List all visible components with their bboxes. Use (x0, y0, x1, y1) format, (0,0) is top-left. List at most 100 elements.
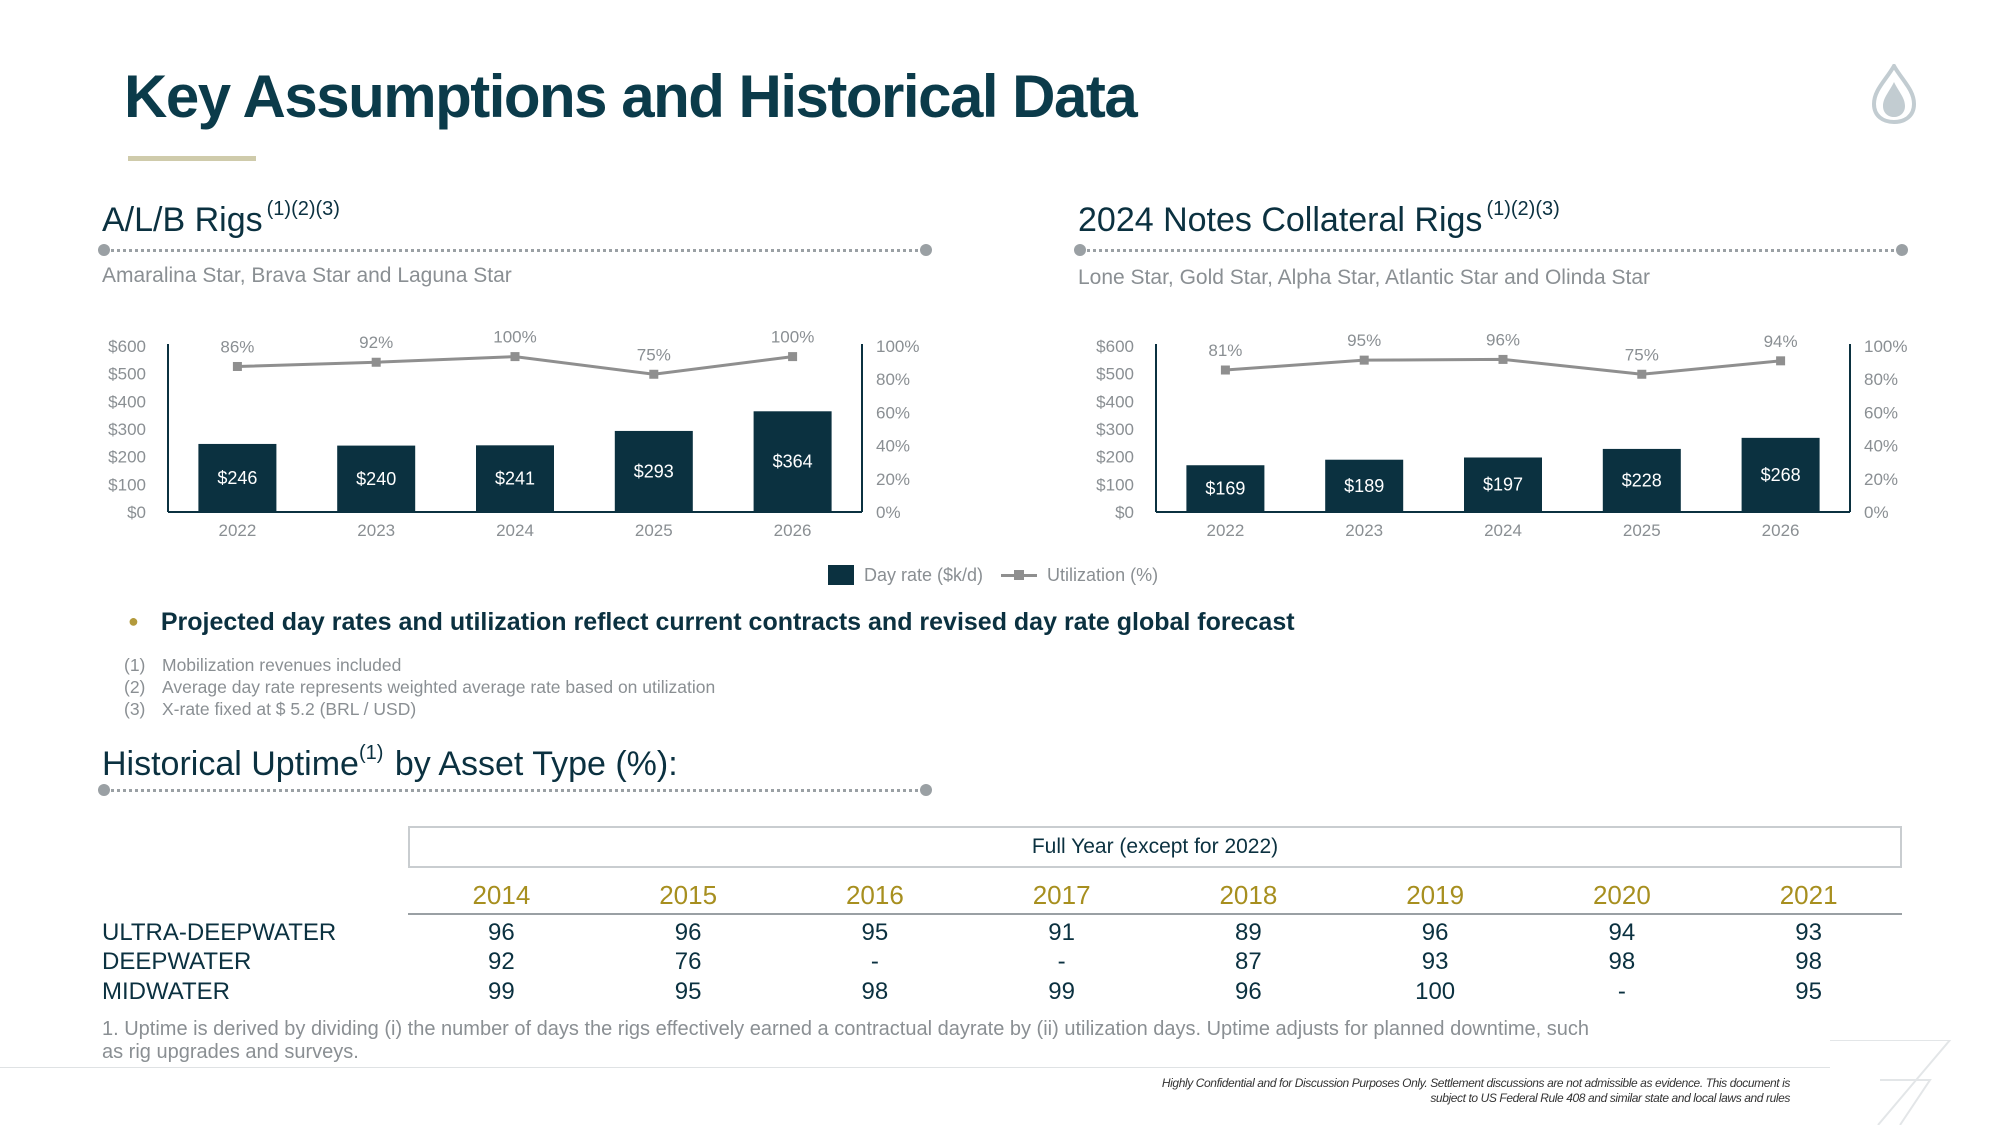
utilization-point (1359, 355, 1369, 365)
right-axis-tick-label: 20% (876, 470, 910, 489)
alb-rigs-chart: $0 $100 $200 $300 $400 $500 $600 0% 20% 40% 60% 80%… (0, 0, 1000, 560)
x-axis-tick-label: 2023 (357, 521, 395, 540)
uptime-cell: 100 (1415, 978, 1456, 1005)
bar (1741, 437, 1820, 512)
utilization-point (1776, 356, 1786, 366)
bar-value-label: $189 (1344, 476, 1384, 496)
uptime-cell: 76 (674, 948, 702, 975)
bar-value-label: $228 (1622, 470, 1662, 490)
utilization-value-label: 100% (771, 328, 814, 347)
uptime-cell: 99 (1048, 978, 1075, 1005)
bar (1186, 465, 1265, 512)
left-section-rule (98, 244, 932, 256)
uptime-header-corner (102, 878, 408, 914)
bar-value-label: $169 (1205, 479, 1245, 499)
right-axis-tick-label: 0% (1864, 503, 1889, 522)
row-label: DEEPWATER (102, 948, 252, 975)
left-axis-tick-label: $100 (1096, 475, 1134, 494)
page-title: Key Assumptions and Historical Data (124, 63, 1138, 130)
x-axis-tick-label: 2025 (1623, 521, 1661, 540)
uptime-table-header-box: Full Year (except for 2022) (408, 826, 1902, 868)
left-axis-tick-label: $100 (108, 475, 146, 494)
bar (1325, 459, 1404, 512)
uptime-cell: 92 (488, 948, 515, 975)
bar (198, 443, 277, 512)
uptime-cell: 96 (488, 919, 515, 946)
left-axis-tick-label: $200 (1096, 448, 1134, 467)
right-axis-tick-label: 40% (876, 437, 910, 456)
uptime-cell: - (1617, 978, 1626, 1005)
bar-value-label: $240 (356, 469, 396, 489)
x-axis-tick-label: 2024 (1484, 521, 1522, 540)
utilization-value-label: 100% (493, 328, 536, 347)
uptime-table: 2014 2015 2016 2017 2018 2019 2020 2021 … (102, 878, 1902, 1007)
table-row: ULTRA-DEEPWATER 96 96 95 91 89 96 94 93 (102, 914, 1902, 947)
utilization-value-label: 96% (1486, 330, 1520, 349)
uptime-section-rule (98, 784, 932, 796)
flame-drop-icon (1872, 64, 1916, 124)
right-axis-tick-label: 80% (876, 370, 910, 389)
x-axis-tick-label: 2022 (218, 521, 256, 540)
alb-rigs-title: A/L/B Rigs (1)(2)(3) (102, 198, 340, 239)
left-axis-tick-label: $400 (108, 392, 146, 411)
bar (753, 411, 832, 512)
left-axis-tick-label: $300 (108, 420, 146, 439)
utilization-value-label: 81% (1208, 341, 1242, 360)
bar (476, 445, 554, 512)
utilization-value-label: 95% (1347, 331, 1381, 350)
uptime-cell: 94 (1608, 919, 1636, 946)
utilization-value-label: 94% (1764, 332, 1798, 351)
right-axis-tick-label: 60% (1864, 403, 1898, 422)
uptime-cell: 96 (1235, 978, 1262, 1005)
left-axis-tick-label: $300 (1096, 420, 1134, 439)
right-axis-tick-label: 80% (1864, 370, 1898, 389)
uptime-cell: 95 (861, 919, 889, 946)
utilization-point (232, 361, 242, 371)
key-bullet: ● Projected day rates and utilization ref… (128, 608, 1295, 636)
corner-decoration-icon (1830, 1040, 1952, 1125)
note-item: (3) X-rate fixed at $ 5.2 (BRL / USD) (124, 699, 417, 719)
utilization-value-label: 75% (637, 345, 671, 364)
x-axis-tick-label: 2022 (1206, 521, 1244, 540)
x-axis-tick-label: 2023 (1345, 521, 1383, 540)
utilization-value-label: 86% (220, 337, 254, 356)
left-axis-tick-label: $600 (1096, 337, 1134, 356)
bar (1464, 457, 1542, 512)
utilization-point (1637, 369, 1647, 379)
left-axis-tick-label: $0 (1115, 503, 1134, 522)
right-axis-tick-label: 100% (1864, 337, 1907, 356)
bar-value-label: $293 (634, 461, 674, 481)
bar-value-label: $246 (217, 468, 257, 488)
bar-value-label: $268 (1761, 465, 1801, 485)
uptime-cell: 98 (1608, 948, 1636, 975)
utilization-value-label: 75% (1625, 345, 1659, 364)
uptime-year-header: 2021 (1715, 878, 1902, 915)
note-item: (1) Mobilization revenues included (124, 655, 402, 675)
utilization-point (788, 352, 798, 362)
uptime-cell: 99 (488, 978, 515, 1005)
uptime-cell: - (1057, 948, 1066, 975)
uptime-cell: 93 (1421, 948, 1449, 975)
row-label: MIDWATER (102, 978, 230, 1005)
left-axis-tick-label: $0 (127, 503, 146, 522)
uptime-cell: 96 (1421, 919, 1449, 946)
right-axis-tick-label: 20% (1864, 470, 1898, 489)
uptime-cell: 98 (861, 978, 889, 1005)
uptime-header-row: 2014 2015 2016 2017 2018 2019 2020 2021 (102, 878, 1902, 915)
chart-notes: (1) Mobilization revenues included (2) Ave… (124, 654, 715, 720)
utilization-point (1498, 354, 1508, 364)
uptime-cell: 95 (1795, 978, 1822, 1005)
uptime-cell: 96 (674, 919, 702, 946)
notes-collateral-rigs-subtitle: Lone Star, Gold Star, Alpha Star, Atlant… (1078, 266, 1651, 289)
uptime-year-header: 2020 (1528, 878, 1716, 915)
x-axis-tick-label: 2026 (1762, 521, 1800, 540)
uptime-year-header: 2017 (968, 878, 1155, 915)
left-axis-tick-label: $500 (108, 365, 146, 384)
utilization-value-label: 92% (359, 333, 393, 352)
right-section-rule (1074, 244, 1908, 256)
bar-value-label: $197 (1483, 475, 1523, 495)
table-row: MIDWATER 99 95 98 99 96 100 - 95 (102, 977, 1902, 1007)
uptime-section-title: Historical Uptime(1) by Asset Type (%): (102, 742, 678, 783)
notes-collateral-rigs-chart-svg: $0 $100 $200 $300 $400 $500 $600 0% 20% 40% 60% 80%… (1096, 330, 1907, 540)
alb-rigs-subtitle: Amaralina Star, Brava Star and Laguna St… (102, 264, 512, 287)
